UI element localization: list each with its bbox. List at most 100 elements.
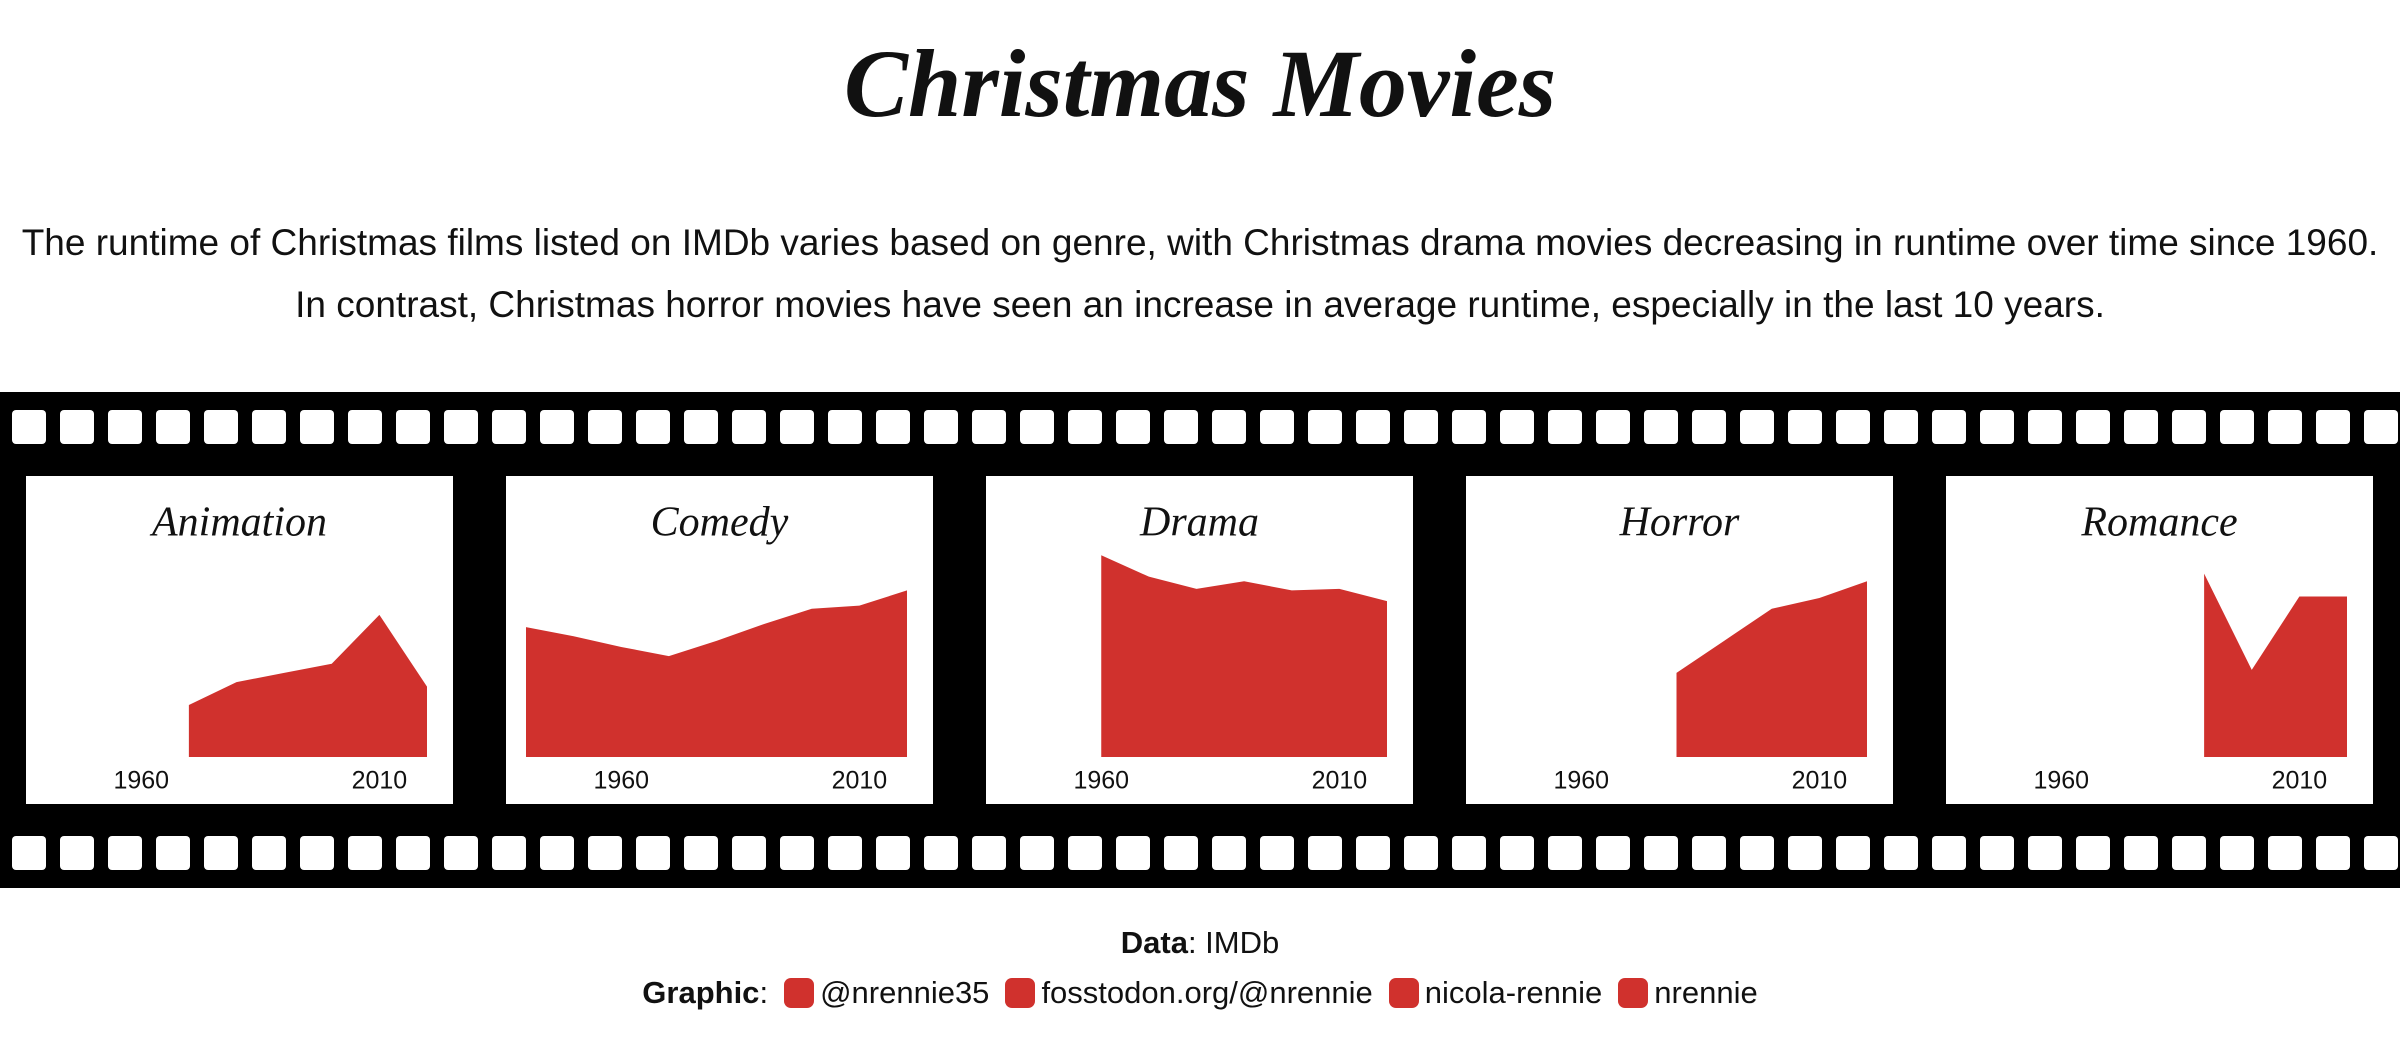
panel: Drama 1960 2010	[986, 476, 1413, 804]
panel: Comedy 1960 2010	[506, 476, 933, 804]
sprocket-hole	[1596, 410, 1630, 444]
sprocket-hole	[2076, 836, 2110, 870]
area	[1101, 555, 1387, 757]
sprocket-hole	[1884, 410, 1918, 444]
panel-title: Romance	[2080, 500, 2237, 546]
sprocket-hole	[1020, 410, 1054, 444]
sprocket-hole	[1692, 836, 1726, 870]
sprocket-hole	[1260, 410, 1294, 444]
x-tick-label: 1960	[2033, 767, 2089, 795]
sprocket-hole	[876, 836, 910, 870]
data-label: Data	[1120, 925, 1188, 960]
handle: @nrennie35	[820, 975, 990, 1010]
footer: Data: IMDb Graphic: @nrennie35 fosstodon.o…	[0, 918, 2400, 1018]
sprocket-hole	[1452, 410, 1486, 444]
sprocket-hole	[12, 836, 46, 870]
sprocket-hole	[972, 410, 1006, 444]
sprocket-hole	[1692, 410, 1726, 444]
sprocket-hole	[2220, 410, 2254, 444]
sprocket-hole	[1740, 836, 1774, 870]
sprocket-hole	[2316, 836, 2350, 870]
panel: Romance 1960 2010	[1946, 476, 2373, 804]
sprocket-hole	[684, 836, 718, 870]
x-tick-label: 1960	[593, 767, 649, 795]
sprocket-hole	[444, 836, 478, 870]
sprocket-hole	[636, 410, 670, 444]
sprocket-hole	[1836, 410, 1870, 444]
twitter-icon	[784, 978, 815, 1008]
sprocket-hole	[492, 410, 526, 444]
sprocket-hole	[1356, 836, 1390, 870]
linkedin-icon	[1388, 978, 1419, 1008]
sprocket-hole	[924, 836, 958, 870]
sprocket-hole	[828, 836, 862, 870]
sprocket-hole	[828, 410, 862, 444]
sprocket-hole	[108, 410, 142, 444]
sprocket-hole	[1164, 410, 1198, 444]
sprocket-hole	[1644, 836, 1678, 870]
sprocket-hole	[1068, 836, 1102, 870]
sprocket-hole	[252, 836, 286, 870]
sprocket-hole	[1116, 836, 1150, 870]
sprocket-hole	[1308, 836, 1342, 870]
sprocket-hole	[1068, 410, 1102, 444]
sprocket-hole	[684, 410, 718, 444]
x-tick-label: 2010	[832, 767, 888, 795]
sprocket-hole	[540, 836, 574, 870]
sprocket-hole	[2076, 410, 2110, 444]
sprocket-hole	[1260, 836, 1294, 870]
panel-title: Horror	[1619, 500, 1740, 546]
x-tick-label: 2010	[2272, 767, 2328, 795]
sprocket-hole	[1980, 410, 2014, 444]
sprocket-hole	[2364, 836, 2398, 870]
sprocket-hole	[1212, 410, 1246, 444]
sprocket-hole	[1452, 836, 1486, 870]
sprocket-hole	[300, 410, 334, 444]
panel: Animation 1960 2010	[26, 476, 453, 804]
sprocket-hole	[2028, 836, 2062, 870]
mastodon-icon	[1005, 978, 1036, 1008]
sprocket-hole	[780, 410, 814, 444]
handle: fosstodon.org/@nrennie	[1041, 975, 1373, 1010]
sprocket-hole	[2268, 410, 2302, 444]
sprocket-hole	[972, 836, 1006, 870]
sprocket-hole	[1836, 836, 1870, 870]
sprocket-hole	[2268, 836, 2302, 870]
subtitle: The runtime of Christmas films listed on…	[21, 222, 2379, 325]
sprocket-hole	[588, 836, 622, 870]
sprocket-hole	[1500, 410, 1534, 444]
sprocket-hole	[1500, 836, 1534, 870]
sprocket-hole	[2028, 410, 2062, 444]
sprocket-hole	[876, 410, 910, 444]
sprocket-hole	[588, 410, 622, 444]
graphic-colon: :	[759, 975, 769, 1010]
data-text: : IMDb	[1187, 925, 1280, 960]
github-icon	[1618, 978, 1649, 1008]
sprocket-hole	[1404, 836, 1438, 870]
x-tick-label: 1960	[1553, 767, 1609, 795]
sprocket-hole	[60, 410, 94, 444]
sprocket-hole	[780, 836, 814, 870]
sprocket-hole	[1788, 836, 1822, 870]
sprocket-hole	[300, 836, 334, 870]
x-tick-label: 2010	[1312, 767, 1368, 795]
sprocket-hole	[396, 410, 430, 444]
sprocket-hole	[1308, 410, 1342, 444]
sprocket-hole	[2172, 836, 2206, 870]
sprocket-hole	[2220, 836, 2254, 870]
sprocket-hole	[1116, 410, 1150, 444]
x-tick-label: 1960	[113, 767, 169, 795]
panel-title: Comedy	[651, 500, 789, 546]
sprocket-hole	[924, 410, 958, 444]
sprocket-hole	[1020, 836, 1054, 870]
sprocket-hole	[1164, 836, 1198, 870]
sprocket-hole	[204, 410, 238, 444]
area	[2204, 573, 2347, 757]
sprocket-hole	[732, 836, 766, 870]
sprocket-hole	[492, 836, 526, 870]
sprocket-hole	[60, 836, 94, 870]
sprocket-hole	[2172, 410, 2206, 444]
sprocket-hole	[1740, 410, 1774, 444]
panel-title: Drama	[1139, 500, 1259, 546]
area	[188, 614, 427, 757]
